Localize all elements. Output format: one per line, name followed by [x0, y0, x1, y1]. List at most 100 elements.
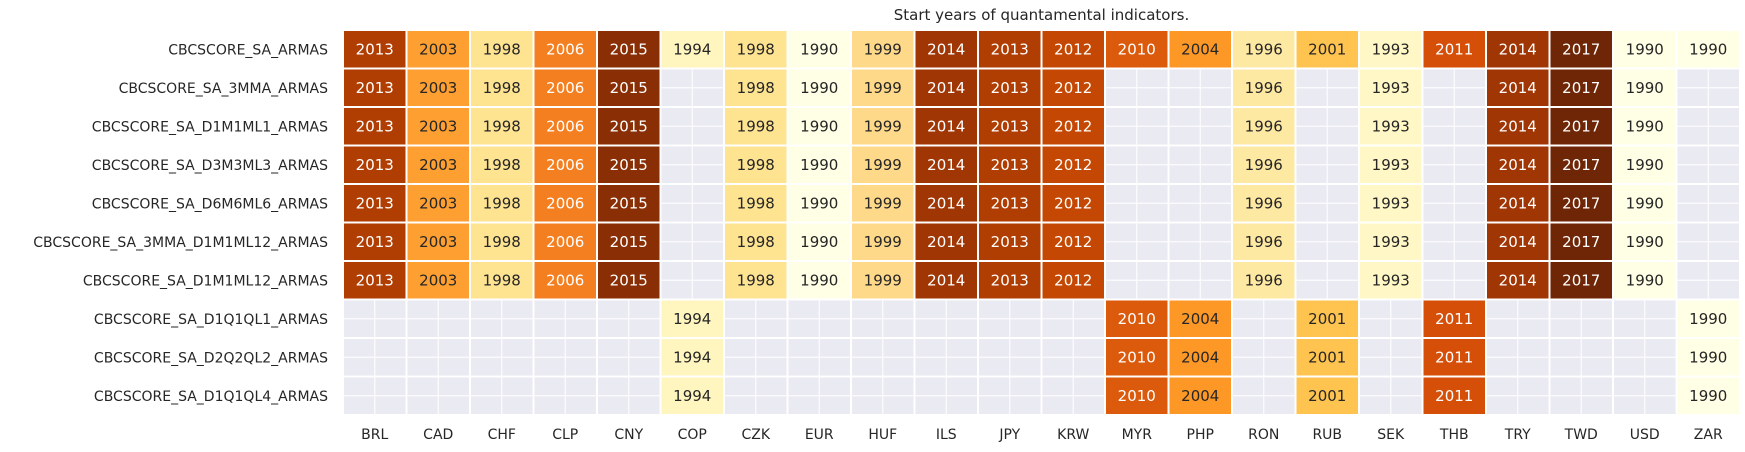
heatmap-cell: [1296, 31, 1358, 68]
heatmap-cell: [471, 108, 533, 145]
cell-value-label: 1990: [1626, 117, 1664, 135]
cell-value-label: 2014: [1499, 79, 1537, 97]
cell-value-label: 1998: [483, 156, 521, 174]
column-label: KRW: [1057, 427, 1089, 443]
heatmap-cell: [788, 69, 850, 106]
heatmap-cell: [852, 108, 914, 145]
heatmap-cell: [1550, 31, 1612, 68]
heatmap-cell: [1296, 377, 1358, 414]
cell-value-label: 1990: [1626, 194, 1664, 212]
cell-value-label: 2015: [610, 117, 648, 135]
heatmap-cell: [915, 108, 977, 145]
heatmap-cell: [1614, 223, 1676, 260]
cell-value-label: 2011: [1435, 40, 1473, 58]
cell-value-label: 1990: [800, 117, 838, 135]
cell-value-label: 1998: [737, 79, 775, 97]
heatmap-cell: [915, 146, 977, 183]
row-label: CBCSCORE_SA_D1Q1QL1_ARMAS: [94, 312, 328, 328]
cell-value-label: 2014: [927, 194, 965, 212]
heatmap-cell: [1169, 377, 1231, 414]
cell-value-label: 1996: [1245, 79, 1283, 97]
cell-value-label: 2001: [1308, 310, 1346, 328]
cell-value-label: 2014: [1499, 40, 1537, 58]
heatmap-cell: [1360, 185, 1422, 222]
cell-value-label: 2011: [1435, 348, 1473, 366]
cell-value-label: 1990: [1689, 348, 1727, 366]
heatmap-cell: [1614, 31, 1676, 68]
cell-value-label: 2017: [1562, 156, 1600, 174]
heatmap-cell: [979, 31, 1041, 68]
heatmap-cell: [1614, 146, 1676, 183]
cell-value-label: 2003: [419, 271, 457, 289]
cell-value-label: 2013: [356, 194, 394, 212]
heatmap-cell: [1487, 31, 1549, 68]
cell-value-label: 2013: [991, 79, 1029, 97]
cell-value-label: 1999: [864, 79, 902, 97]
heatmap-cell: [1423, 300, 1485, 337]
heatmap-cell: [344, 223, 406, 260]
heatmap-cell: [1042, 146, 1104, 183]
column-label: SEK: [1377, 427, 1405, 443]
heatmap-cell: [1677, 377, 1739, 414]
cell-value-label: 2003: [419, 194, 457, 212]
heatmap-cell: [344, 69, 406, 106]
heatmap-cell: [725, 108, 787, 145]
heatmap-cell: [1042, 108, 1104, 145]
column-label: ZAR: [1694, 427, 1723, 443]
heatmap-cell: [1550, 108, 1612, 145]
cell-value-label: 2013: [991, 194, 1029, 212]
cell-value-label: 2014: [927, 79, 965, 97]
heatmap-cell: [1614, 185, 1676, 222]
cell-value-label: 2006: [546, 117, 584, 135]
heatmap-cell: [407, 262, 469, 299]
cell-value-label: 1994: [673, 387, 711, 405]
heatmap-cell: [852, 69, 914, 106]
row-label: CBCSCORE_SA_D1Q1QL4_ARMAS: [94, 389, 328, 405]
heatmap-cell: [915, 262, 977, 299]
column-label: EUR: [805, 427, 834, 443]
heatmap-cell: [1296, 300, 1358, 337]
cell-value-label: 1999: [864, 117, 902, 135]
cell-value-label: 2003: [419, 233, 457, 251]
heatmap-cell: [598, 146, 660, 183]
heatmap-cell: [1233, 31, 1295, 68]
cell-value-label: 1998: [737, 233, 775, 251]
heatmap-cell: [471, 223, 533, 260]
cell-value-label: 2013: [356, 156, 394, 174]
cell-value-label: 2012: [1054, 40, 1092, 58]
cell-value-label: 1990: [1626, 233, 1664, 251]
heatmap-cell: [1423, 377, 1485, 414]
cell-value-label: 1998: [737, 194, 775, 212]
row-label: CBCSCORE_SA_ARMAS: [168, 42, 328, 58]
cell-value-label: 2006: [546, 40, 584, 58]
cell-value-label: 2017: [1562, 271, 1600, 289]
heatmap-cell: [1423, 339, 1485, 376]
heatmap-cell: [1042, 262, 1104, 299]
row-label: CBCSCORE_SA_D1M1ML1_ARMAS: [92, 119, 328, 135]
cell-value-label: 2017: [1562, 40, 1600, 58]
column-label: CLP: [552, 427, 578, 443]
cell-value-label: 1994: [673, 348, 711, 366]
column-label: HUF: [868, 427, 897, 443]
row-label: CBCSCORE_SA_D1M1ML12_ARMAS: [83, 273, 328, 289]
heatmap-cell: [788, 31, 850, 68]
cell-value-label: 1990: [800, 79, 838, 97]
cell-value-label: 1999: [864, 233, 902, 251]
cell-value-label: 1990: [800, 40, 838, 58]
cell-value-label: 1998: [737, 156, 775, 174]
heatmap-cell: [852, 31, 914, 68]
cell-value-label: 2015: [610, 79, 648, 97]
heatmap-cell: [1360, 108, 1422, 145]
heatmap-cell: [1360, 146, 1422, 183]
column-label: RON: [1248, 427, 1279, 443]
cell-value-label: 2017: [1562, 233, 1600, 251]
cell-value-label: 1993: [1372, 79, 1410, 97]
cell-value-label: 1990: [800, 233, 838, 251]
cell-value-label: 1998: [483, 194, 521, 212]
cell-value-label: 2012: [1054, 117, 1092, 135]
cell-value-label: 1990: [1626, 79, 1664, 97]
heatmap-cell: [471, 262, 533, 299]
heatmap-cell: [788, 223, 850, 260]
heatmap-cell: [344, 31, 406, 68]
cell-value-label: 1998: [483, 79, 521, 97]
